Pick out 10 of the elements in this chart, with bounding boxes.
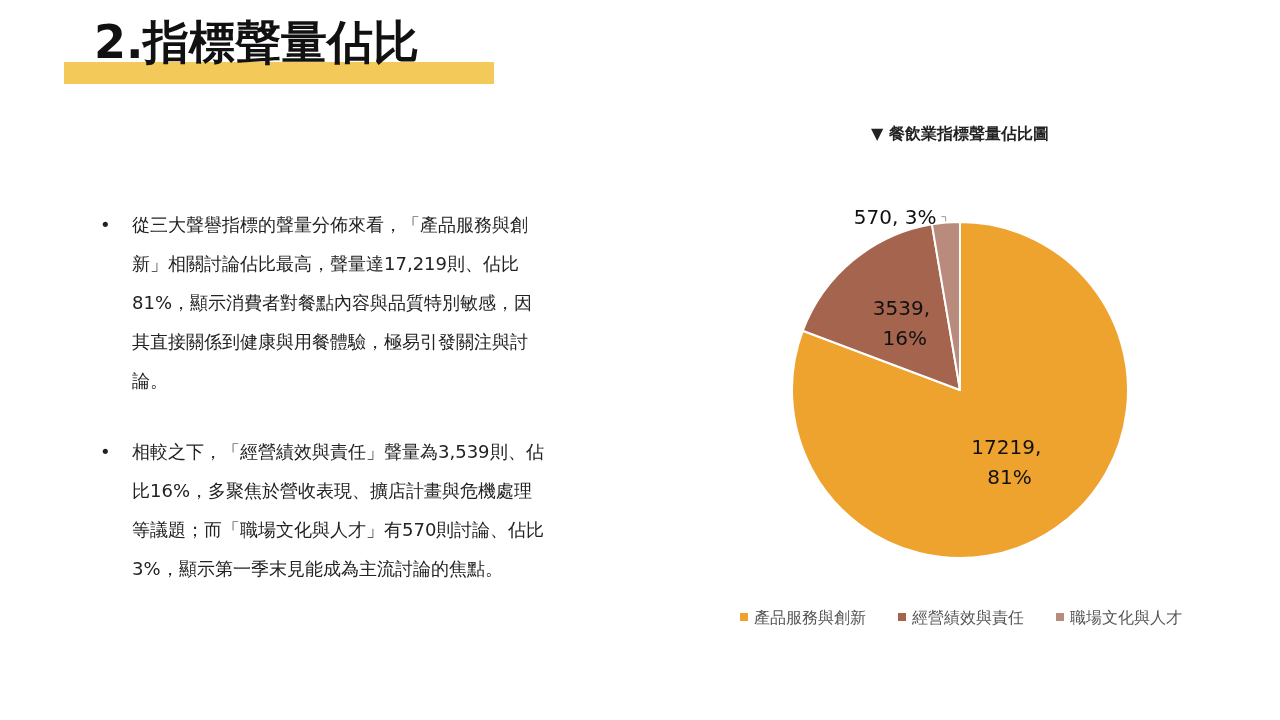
text: •從三大聲譽指標的聲量分佈來看，「產品服務與創新」相關討論佔比最高，聲量達17,219則、佔比81%，顯示消費者對餐點內容與品質特別敏感，因其直接關係到健康與用餐體驗，極易引發關注與討論。 <box>100 213 533 391</box>
data-label: 17219, 81% <box>971 434 1048 489</box>
data-label: 3539, 16% <box>872 295 937 350</box>
chart-title: ▼ 餐飲業指標聲量佔比圖 <box>871 123 1049 143</box>
legend-label: 經營績效與責任 <box>911 607 1024 627</box>
legend-label: 職場文化與人才 <box>1070 607 1182 627</box>
data-label: 570, 3% <box>853 204 937 229</box>
legend-label: 產品服務與創新 <box>754 607 866 627</box>
text: 2.指標聲量佔比 <box>94 14 420 70</box>
text: •相較之下，「經營績效與責任」聲量為3,539則、佔比16%，多聚焦於營收表現、擴店計畫與危機處理等議題；而「職場文化與人才」有570則討論、佔比3%，顯示第一季末見能成為主流討論的焦點。 <box>100 440 545 579</box>
